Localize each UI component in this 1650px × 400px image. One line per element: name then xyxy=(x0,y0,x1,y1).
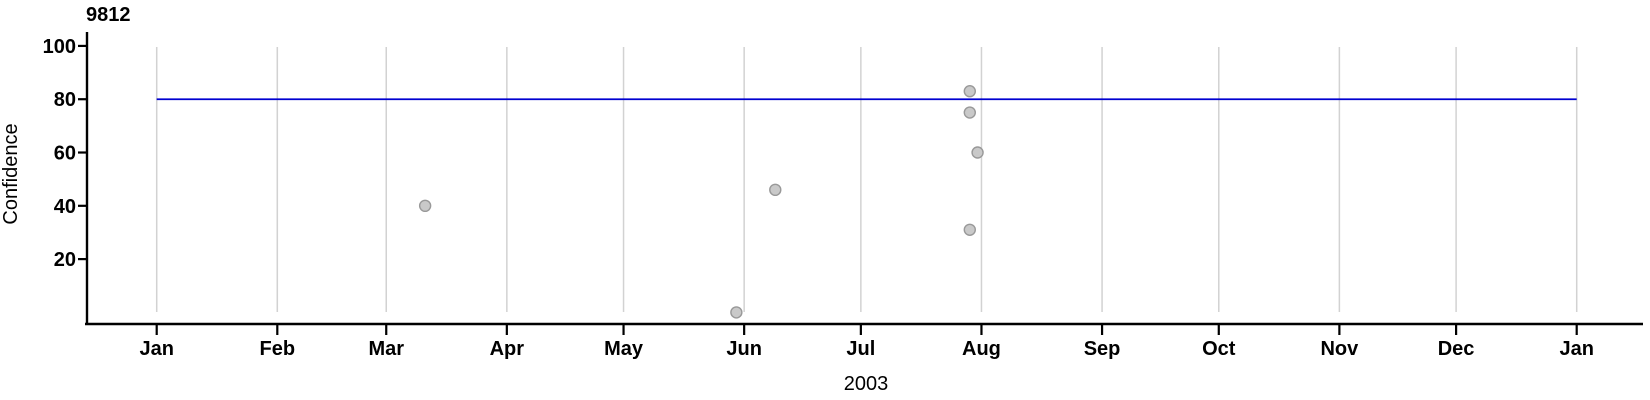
y-axis-title: Confidence xyxy=(0,123,22,224)
data-point xyxy=(730,306,743,319)
data-points xyxy=(418,85,984,319)
y-axis-tick-labels: 20 40 60 80 100 xyxy=(43,36,76,271)
month-label: Jul xyxy=(846,338,875,360)
month-label: Dec xyxy=(1438,338,1475,360)
month-label: Jan xyxy=(1559,338,1593,360)
month-label: Mar xyxy=(368,338,404,360)
vertical-gridlines xyxy=(155,47,1578,312)
month-label: Jan xyxy=(139,338,173,360)
data-point xyxy=(971,146,984,159)
y-axis-ticks xyxy=(78,44,86,261)
data-point xyxy=(418,199,432,213)
y-tick-label: 60 xyxy=(54,143,76,165)
x-axis-ticks xyxy=(155,325,1578,335)
month-label: Nov xyxy=(1320,338,1359,360)
x-axis-tick-labels: Jan Feb Mar Apr May Jun Jul Aug Sep Oct Nov Dec Jan xyxy=(139,338,1593,360)
data-point xyxy=(963,223,976,236)
x-axis-title: 2003 xyxy=(844,373,889,395)
month-label: Apr xyxy=(490,338,525,360)
month-label: Aug xyxy=(962,338,1001,360)
month-label: Sep xyxy=(1084,338,1121,360)
month-label: Jun xyxy=(726,338,762,360)
chart-title: 9812 xyxy=(86,4,131,26)
y-tick-label: 20 xyxy=(54,249,76,271)
data-point xyxy=(769,183,782,197)
month-label: May xyxy=(604,338,644,360)
month-label: Oct xyxy=(1202,338,1236,360)
y-tick-label: 100 xyxy=(43,36,76,58)
data-point xyxy=(963,106,976,119)
month-label: Feb xyxy=(260,338,296,360)
axes xyxy=(85,32,1643,326)
y-tick-label: 40 xyxy=(54,196,76,218)
y-tick-label: 80 xyxy=(54,89,76,111)
data-point xyxy=(963,85,976,98)
